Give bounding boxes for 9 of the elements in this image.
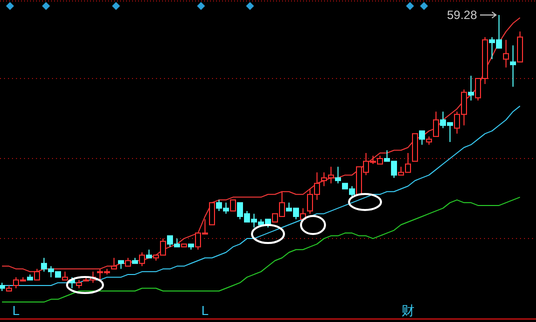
- candlestick: [503, 39, 509, 68]
- candlestick: [510, 44, 516, 88]
- candlestick: [335, 166, 341, 184]
- x-tick-label: L: [201, 303, 209, 318]
- annotation: 59.28: [446, 8, 478, 22]
- x-tick-label: L: [12, 303, 20, 318]
- candlestick: [0, 282, 5, 292]
- candlestick: [468, 75, 474, 102]
- x-tick-label: 财: [402, 303, 414, 318]
